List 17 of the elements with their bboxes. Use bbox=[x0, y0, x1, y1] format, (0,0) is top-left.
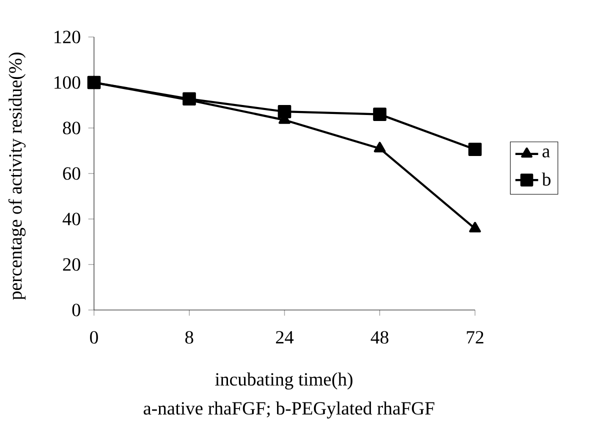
x-tick-label: 48 bbox=[370, 331, 388, 344]
text: a-native rhaFGF; b-PEGylated rhaFGF bbox=[144, 402, 434, 419]
y-tick-label: 60 bbox=[63, 167, 80, 180]
y-tick-label: 20 bbox=[63, 258, 80, 271]
x-axis-title: incubating time(h) bbox=[215, 372, 352, 390]
y-tick-label: 120 bbox=[54, 30, 80, 44]
legend-label: a bbox=[542, 148, 550, 158]
y-tick-label: 40 bbox=[62, 212, 80, 226]
legend-label: b bbox=[542, 172, 551, 186]
y-axis-title: percentage of activity residue(%) bbox=[8, 52, 26, 300]
x-tick-label: 0 bbox=[90, 331, 98, 344]
x-tick-label: 72 bbox=[466, 331, 484, 344]
x-tick-label: 8 bbox=[185, 331, 194, 344]
y-tick-label: 80 bbox=[62, 122, 80, 134]
x-tick-label: 24 bbox=[276, 331, 294, 344]
y-tick-label: 100 bbox=[54, 76, 80, 89]
y-tick-label: 0 bbox=[72, 304, 80, 316]
